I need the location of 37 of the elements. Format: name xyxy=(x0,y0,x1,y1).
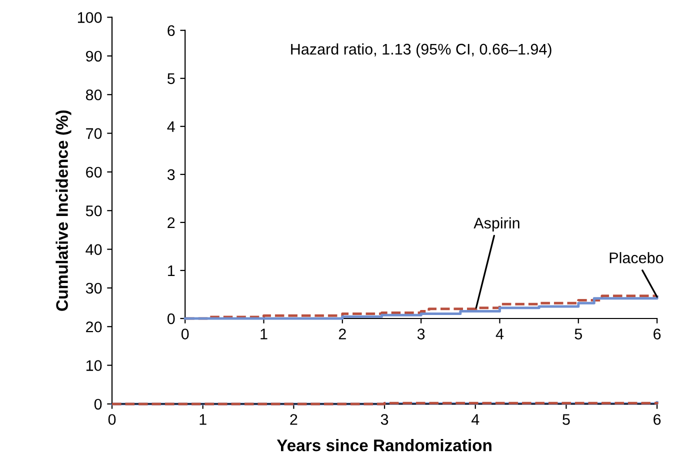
y-tick-label: 40 xyxy=(86,244,102,255)
y-tick-label: 90 xyxy=(86,50,102,62)
y-tick-label: 50 xyxy=(86,205,102,216)
x-tick-label: 2 xyxy=(290,414,298,425)
y-tick-label: 80 xyxy=(86,89,102,100)
y-tick-label: 1 xyxy=(168,265,175,276)
annotation: Hazard ratio, 1.13 (95% CI, 0.66–1.94) xyxy=(291,43,552,58)
y-axis-title: Cumulative Incidence (%) xyxy=(56,110,72,311)
y-tick-label: 6 xyxy=(168,25,175,36)
x-tick-label: 6 xyxy=(654,328,661,340)
x-tick-label: 4 xyxy=(496,328,504,340)
x-tick-label: 4 xyxy=(471,414,480,425)
x-tick-label: 5 xyxy=(574,328,582,340)
y-tick-label: 3 xyxy=(167,169,175,180)
y-tick-label: 20 xyxy=(86,321,102,332)
x-axis-title: Years since Randomization xyxy=(276,439,492,452)
x-tick-label: 6 xyxy=(654,414,661,425)
x-tick-label: 0 xyxy=(181,328,189,340)
y-tick-label: 70 xyxy=(86,128,102,139)
x-tick-label: 2 xyxy=(338,328,346,340)
y-tick-label: 0 xyxy=(167,313,175,324)
y-tick-label: 60 xyxy=(86,166,102,178)
y-tick-label: 2 xyxy=(168,217,175,228)
y-tick-label: 5 xyxy=(167,73,175,84)
x-tick-label: 1 xyxy=(200,414,206,425)
x-tick-label: 5 xyxy=(562,414,570,425)
x-tick-label: 1 xyxy=(260,328,268,340)
x-tick-label: 3 xyxy=(380,414,388,425)
text: Aspirin xyxy=(474,217,520,232)
y-tick-label: 30 xyxy=(86,282,102,294)
x-tick-label: 3 xyxy=(417,328,425,340)
y-tick-label: 100 xyxy=(78,12,102,23)
y-tick-label: 0 xyxy=(94,398,102,410)
y-tick-label: 4 xyxy=(167,121,175,132)
text: Placebo xyxy=(610,252,664,264)
x-tick-label: 0 xyxy=(108,414,116,425)
y-tick-label: 10 xyxy=(86,360,102,371)
